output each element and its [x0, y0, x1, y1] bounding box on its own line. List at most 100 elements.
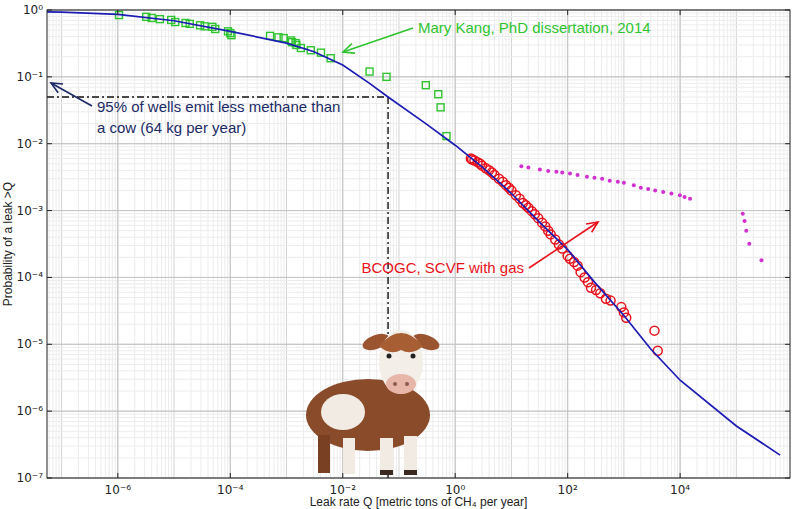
y-tick-label: 10⁻⁷ — [17, 471, 44, 485]
minor-grid-line — [47, 446, 790, 447]
annotation-arrow — [51, 83, 92, 106]
x-grid-line — [117, 10, 118, 478]
y-tick — [785, 277, 790, 278]
cow-nostril — [393, 382, 397, 386]
dot-marker — [526, 166, 530, 170]
annotation-text: 95% of wells emit less methane than — [97, 98, 340, 115]
y-tick — [47, 76, 52, 77]
minor-grid-line — [47, 178, 790, 179]
cow-patch — [321, 394, 365, 430]
minor-grid-line — [230, 10, 231, 478]
x-tick — [455, 473, 456, 478]
x-tick — [567, 473, 568, 478]
x-tick — [680, 10, 681, 15]
y-tick — [785, 76, 790, 77]
minor-grid-line — [47, 217, 790, 218]
annotation-arrow — [343, 28, 413, 53]
dot-marker — [646, 187, 650, 191]
dot-marker — [560, 171, 564, 175]
minor-grid-line — [47, 146, 790, 147]
y-tick — [785, 143, 790, 144]
minor-grid-line — [47, 245, 790, 246]
minor-grid-line — [47, 76, 790, 77]
dot-marker — [653, 188, 657, 192]
minor-grid-line — [47, 44, 790, 45]
x-tick — [342, 10, 343, 15]
dot-marker — [576, 173, 580, 177]
arrow-head — [586, 222, 598, 232]
y-tick — [785, 411, 790, 412]
x-grid-line — [680, 10, 681, 478]
minor-grid-line — [567, 10, 568, 478]
grid — [47, 10, 790, 478]
square-marker — [366, 68, 373, 75]
arrow-shaft — [343, 28, 413, 52]
y-tick — [47, 411, 52, 412]
plot-background — [47, 10, 790, 478]
dot-marker — [622, 181, 626, 185]
plot-frame — [47, 10, 790, 478]
cow-leg — [343, 438, 355, 474]
dot-marker — [669, 192, 673, 196]
x-tick — [117, 10, 118, 15]
minor-grid-line — [47, 79, 790, 80]
cow-leg — [380, 438, 393, 475]
minor-grid-line — [680, 10, 681, 478]
y-grid-line — [47, 277, 790, 278]
minor-grid-line — [47, 83, 790, 84]
circle-marker — [650, 326, 659, 335]
x-tick-label: 10⁴ — [670, 483, 690, 497]
x-grid-line — [455, 10, 456, 478]
y-tick — [47, 143, 52, 144]
minor-grid-line — [47, 280, 790, 281]
series-markers — [466, 154, 662, 355]
series-callout: BCOGC, SCVF with gas — [361, 259, 524, 276]
cow-leg — [318, 435, 330, 473]
y-tick-label: 10⁻³ — [17, 204, 44, 218]
dot-marker — [639, 186, 643, 190]
data-area — [47, 12, 780, 456]
dot-marker — [554, 170, 558, 174]
y-tick — [785, 344, 790, 345]
minor-grid-line — [47, 287, 790, 288]
arrow-shaft — [529, 222, 598, 268]
minor-grid-line — [47, 230, 790, 231]
y-tick — [47, 210, 52, 211]
minor-grid-line — [47, 312, 790, 313]
series-callout: Mary Kang, PhD dissertation, 2014 — [418, 19, 651, 36]
minor-grid-line — [47, 91, 790, 92]
cow-forehead — [379, 333, 423, 352]
x-tick — [680, 473, 681, 478]
dot-marker — [616, 180, 620, 184]
y-grid-line — [47, 210, 790, 211]
minor-grid-line — [47, 56, 790, 57]
y-grid-line — [47, 143, 790, 144]
dot-marker — [743, 219, 747, 223]
minor-grid-line — [47, 297, 790, 298]
minor-grid-line — [47, 154, 790, 155]
x-tick — [342, 473, 343, 478]
minor-grid-line — [47, 283, 790, 284]
arrow-head — [51, 83, 63, 93]
cow-nostril — [405, 382, 409, 386]
minor-grid-line — [47, 158, 790, 159]
square-marker — [280, 35, 287, 42]
dot-marker — [608, 179, 612, 183]
minor-grid-line — [47, 190, 790, 191]
dot-marker — [744, 229, 748, 233]
minor-grid-line — [47, 225, 790, 226]
minor-grid-line — [47, 292, 790, 293]
y-tick — [785, 478, 790, 479]
dot-marker — [688, 197, 692, 201]
series-markers — [519, 164, 763, 262]
dot-marker — [683, 195, 687, 199]
y-tick — [785, 210, 790, 211]
dot-marker — [741, 212, 745, 216]
minor-grid-line — [47, 220, 790, 221]
dot-marker — [519, 164, 523, 168]
y-tick-label: 10⁻¹ — [17, 70, 44, 84]
y-axis-label: Probability of a leak >Q — [1, 182, 15, 306]
x-tick-label: 10⁻⁴ — [217, 483, 244, 497]
y-tick — [47, 10, 52, 11]
dot-marker — [568, 171, 572, 175]
